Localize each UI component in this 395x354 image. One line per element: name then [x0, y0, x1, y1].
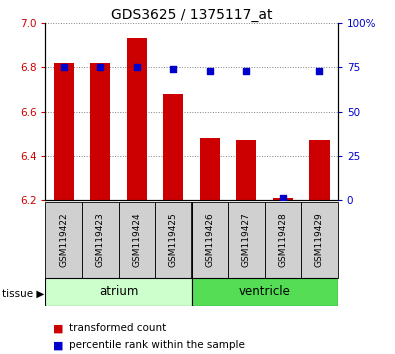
Bar	[45, 278, 192, 306]
Text: GSM119426: GSM119426	[205, 212, 214, 267]
Bar	[54, 63, 74, 200]
Text: ventricle: ventricle	[239, 285, 291, 298]
Bar	[118, 202, 155, 278]
Bar	[236, 140, 256, 200]
Bar	[273, 198, 293, 200]
Text: tissue ▶: tissue ▶	[2, 289, 44, 299]
Point	[243, 68, 250, 74]
Text: ■: ■	[53, 340, 64, 350]
Bar	[301, 202, 338, 278]
Bar	[45, 202, 82, 278]
Text: GSM119424: GSM119424	[132, 212, 141, 267]
Bar	[155, 202, 192, 278]
Text: GSM119427: GSM119427	[242, 212, 251, 267]
Point	[134, 64, 140, 70]
Text: GSM119422: GSM119422	[59, 212, 68, 267]
Title: GDS3625 / 1375117_at: GDS3625 / 1375117_at	[111, 8, 272, 22]
Point	[316, 68, 323, 74]
Text: GSM119423: GSM119423	[96, 212, 105, 267]
Bar	[265, 202, 301, 278]
Bar	[200, 138, 220, 200]
Point	[97, 64, 103, 70]
Text: GSM119429: GSM119429	[315, 212, 324, 267]
Text: GSM119425: GSM119425	[169, 212, 178, 267]
Bar	[82, 202, 118, 278]
Point	[60, 64, 67, 70]
Bar	[127, 39, 147, 200]
Point	[280, 195, 286, 201]
Text: ■: ■	[53, 323, 64, 333]
Bar	[228, 202, 265, 278]
Bar	[90, 63, 110, 200]
Text: GSM119428: GSM119428	[278, 212, 288, 267]
Bar	[163, 94, 183, 200]
Bar	[192, 278, 338, 306]
Text: percentile rank within the sample: percentile rank within the sample	[69, 340, 245, 350]
Text: transformed count: transformed count	[69, 323, 166, 333]
Point	[207, 68, 213, 74]
Text: atrium: atrium	[99, 285, 138, 298]
Bar	[309, 140, 329, 200]
Point	[170, 66, 177, 72]
Bar	[192, 202, 228, 278]
